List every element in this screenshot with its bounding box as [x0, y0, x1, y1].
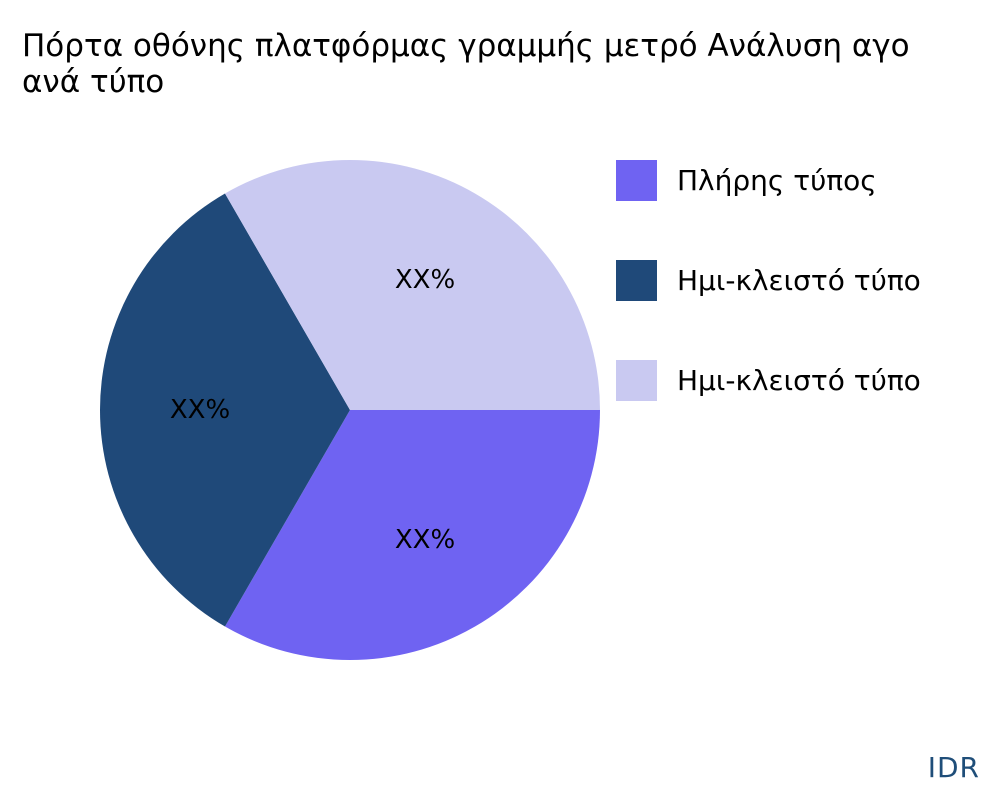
pie-slice-0 [225, 410, 600, 661]
pie-slice-label-1: XX% [170, 395, 230, 425]
legend-item-semi-closed-type-dark: Ημι-κλειστό τύπο [616, 259, 921, 301]
legend-label: Πλήρης τύπος [677, 163, 877, 197]
legend-item-full-type: Πλήρης τύπος [616, 159, 921, 201]
chart-title: Πόρτα οθόνης πλατφόρμας γραμμής μετρό Αν… [22, 28, 1000, 100]
legend-label: Ημι-κλειστό τύπο [677, 263, 921, 297]
legend-swatch [616, 159, 657, 201]
pie-slice-label-0: XX% [395, 525, 455, 555]
chart-legend: Πλήρης τύπος Ημι-κλειστό τύπο Ημι-κλειστ… [616, 159, 921, 460]
legend-item-semi-closed-type-light: Ημι-κλειστό τύπο [616, 359, 921, 401]
brand-logo-text: IDR [927, 751, 980, 784]
pie-slice-1 [99, 193, 350, 627]
legend-swatch [616, 259, 657, 301]
chart-title-line-2: ανά τύπο [22, 64, 165, 100]
pie-slice-2 [225, 159, 600, 410]
legend-swatch [616, 359, 657, 401]
pie-slice-label-2: XX% [395, 265, 455, 295]
chart-title-line-1: Πόρτα οθόνης πλατφόρμας γραμμής μετρό Αν… [22, 28, 910, 64]
legend-label: Ημι-κλειστό τύπο [677, 363, 921, 397]
